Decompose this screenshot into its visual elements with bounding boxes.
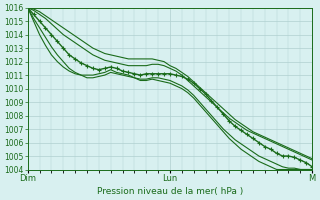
X-axis label: Pression niveau de la mer( hPa ): Pression niveau de la mer( hPa ): [97, 187, 243, 196]
